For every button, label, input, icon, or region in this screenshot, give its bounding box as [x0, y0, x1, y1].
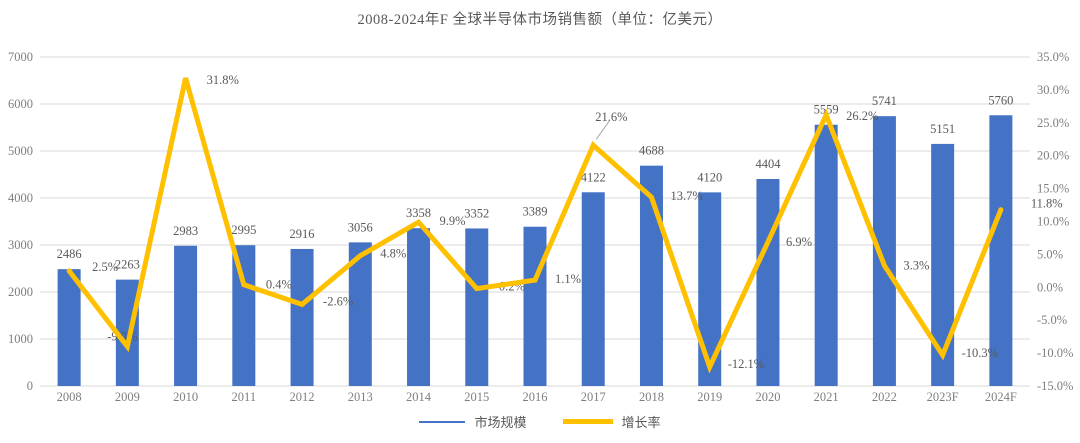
bar-series-marker [419, 420, 466, 423]
right-axis-tick: 20.0% [1037, 149, 1069, 163]
growth-rate-label: -12.1% [728, 357, 764, 371]
chart-legend: 市场规模 增长率 [0, 412, 1080, 431]
legend-label-market-size: 市场规模 [474, 415, 527, 430]
legend-item-growth-rate[interactable]: 增长率 [562, 412, 661, 431]
left-axis-tick: 3000 [8, 238, 33, 252]
growth-rate-label: 21.6% [595, 110, 627, 124]
x-axis-label: 2023F [927, 390, 959, 404]
x-axis-label: 2010 [173, 390, 198, 404]
bar-2014[interactable] [407, 228, 431, 386]
chart-title: 2008-2024年F 全球半导体市场销售额（单位：亿美元） [357, 12, 723, 28]
x-axis-label: 2024F [985, 390, 1017, 404]
label-leader-line [595, 120, 610, 140]
growth-rate-label: -2.6% [323, 294, 353, 308]
growth-rate-label: 0.4% [266, 278, 292, 292]
x-axis-label: 2018 [639, 390, 664, 404]
bar-value-label: 2263 [115, 258, 140, 272]
bar-value-label: 2916 [290, 227, 315, 241]
bar-2013[interactable] [348, 242, 372, 386]
right-axis-tick: -5.0% [1037, 313, 1067, 327]
plot-area: 0 1000 2000 3000 4000 5000 6000 7000 35.0% 30.0% 2… [8, 50, 1073, 404]
x-axis-label: 2011 [232, 390, 257, 404]
left-axis-tick: 6000 [8, 97, 33, 111]
x-axis-label: 2017 [581, 390, 606, 404]
bar-value-label: 5760 [988, 93, 1013, 107]
growth-rate-label: 3.3% [903, 259, 929, 273]
x-axis-label: 2022 [872, 390, 897, 404]
bar-2011[interactable] [232, 245, 256, 386]
left-axis-tick: 1000 [8, 332, 33, 346]
bar-value-label: 2995 [231, 223, 256, 237]
bar-value-label: 3389 [523, 205, 548, 219]
x-axis-label: 2019 [697, 390, 722, 404]
x-axis-label: 2021 [814, 390, 839, 404]
bar-value-label: 4120 [697, 170, 722, 184]
growth-rate-label: 4.8% [380, 247, 406, 261]
bar-2010[interactable] [174, 245, 198, 386]
bar-2020[interactable] [756, 179, 780, 386]
right-axis-tick: 0.0% [1037, 280, 1063, 294]
right-axis-tick: 30.0% [1037, 83, 1069, 97]
bar-value-label: 5741 [872, 94, 897, 108]
line-series-marker [562, 419, 613, 424]
bar-2019[interactable] [698, 192, 722, 386]
x-axis-label: 2008 [57, 390, 82, 404]
right-axis-tick: -15.0% [1037, 379, 1073, 393]
bar-2023F[interactable] [931, 143, 955, 386]
legend-item-market-size[interactable]: 市场规模 [419, 412, 527, 431]
bar-2015[interactable] [465, 228, 489, 386]
legend-label-growth-rate: 增长率 [621, 415, 661, 430]
bar-2017[interactable] [581, 192, 605, 386]
left-axis-tick: 0 [27, 379, 33, 393]
bar-2024F[interactable] [989, 115, 1013, 386]
growth-rate-line[interactable] [66, 77, 1004, 374]
bar-value-label: 4122 [581, 170, 606, 184]
bar-value-label: 3358 [406, 206, 431, 220]
growth-rate-label: -10.3% [962, 346, 998, 360]
bar-2022[interactable] [872, 116, 896, 386]
bar-2008[interactable] [57, 269, 81, 386]
left-axis-tick: 5000 [8, 144, 33, 158]
bar-value-label: 3056 [348, 220, 373, 234]
left-axis-tick: 2000 [8, 285, 33, 299]
growth-rate-label: 1.1% [555, 272, 581, 286]
growth-rate-label: 9.9% [440, 214, 466, 228]
bar-2021[interactable] [814, 124, 838, 387]
growth-rate-label: 26.2% [846, 109, 878, 123]
bar-value-label: 4688 [639, 144, 664, 158]
bar-2012[interactable] [290, 248, 314, 386]
bar-2009[interactable] [115, 279, 139, 386]
x-axis-label: 2016 [523, 390, 548, 404]
left-axis-tick: 7000 [8, 50, 33, 64]
x-axis-label: 2014 [406, 390, 432, 404]
growth-rate-label: 31.8% [207, 73, 239, 87]
bar-value-label: 4404 [755, 157, 781, 171]
bar-value-label: 2983 [173, 224, 198, 238]
x-axis-label: 2012 [290, 390, 315, 404]
right-axis-tick: 15.0% [1037, 182, 1069, 196]
x-axis-label: 2009 [115, 390, 140, 404]
bar-value-label: 3352 [464, 206, 489, 220]
bar-value-label: 2486 [57, 247, 82, 261]
right-axis-tick: 10.0% [1037, 215, 1069, 229]
right-axis-tick: 35.0% [1037, 50, 1069, 64]
right-axis-tick: 5.0% [1037, 247, 1063, 261]
growth-rate-label: 13.7% [670, 189, 702, 203]
bar-value-label: 5151 [930, 122, 955, 136]
x-axis-label: 2015 [464, 390, 489, 404]
x-axis-label: 2013 [348, 390, 373, 404]
growth-rate-label: 11.8% [1031, 197, 1063, 211]
right-axis-tick: 25.0% [1037, 116, 1069, 130]
left-axis-tick: 4000 [8, 191, 33, 205]
bar-2016[interactable] [523, 226, 547, 386]
x-axis-label: 2020 [755, 390, 780, 404]
growth-rate-label: 2.5% [92, 260, 118, 274]
growth-rate-label: 6.9% [786, 235, 812, 249]
right-axis-tick: -10.0% [1037, 346, 1073, 360]
